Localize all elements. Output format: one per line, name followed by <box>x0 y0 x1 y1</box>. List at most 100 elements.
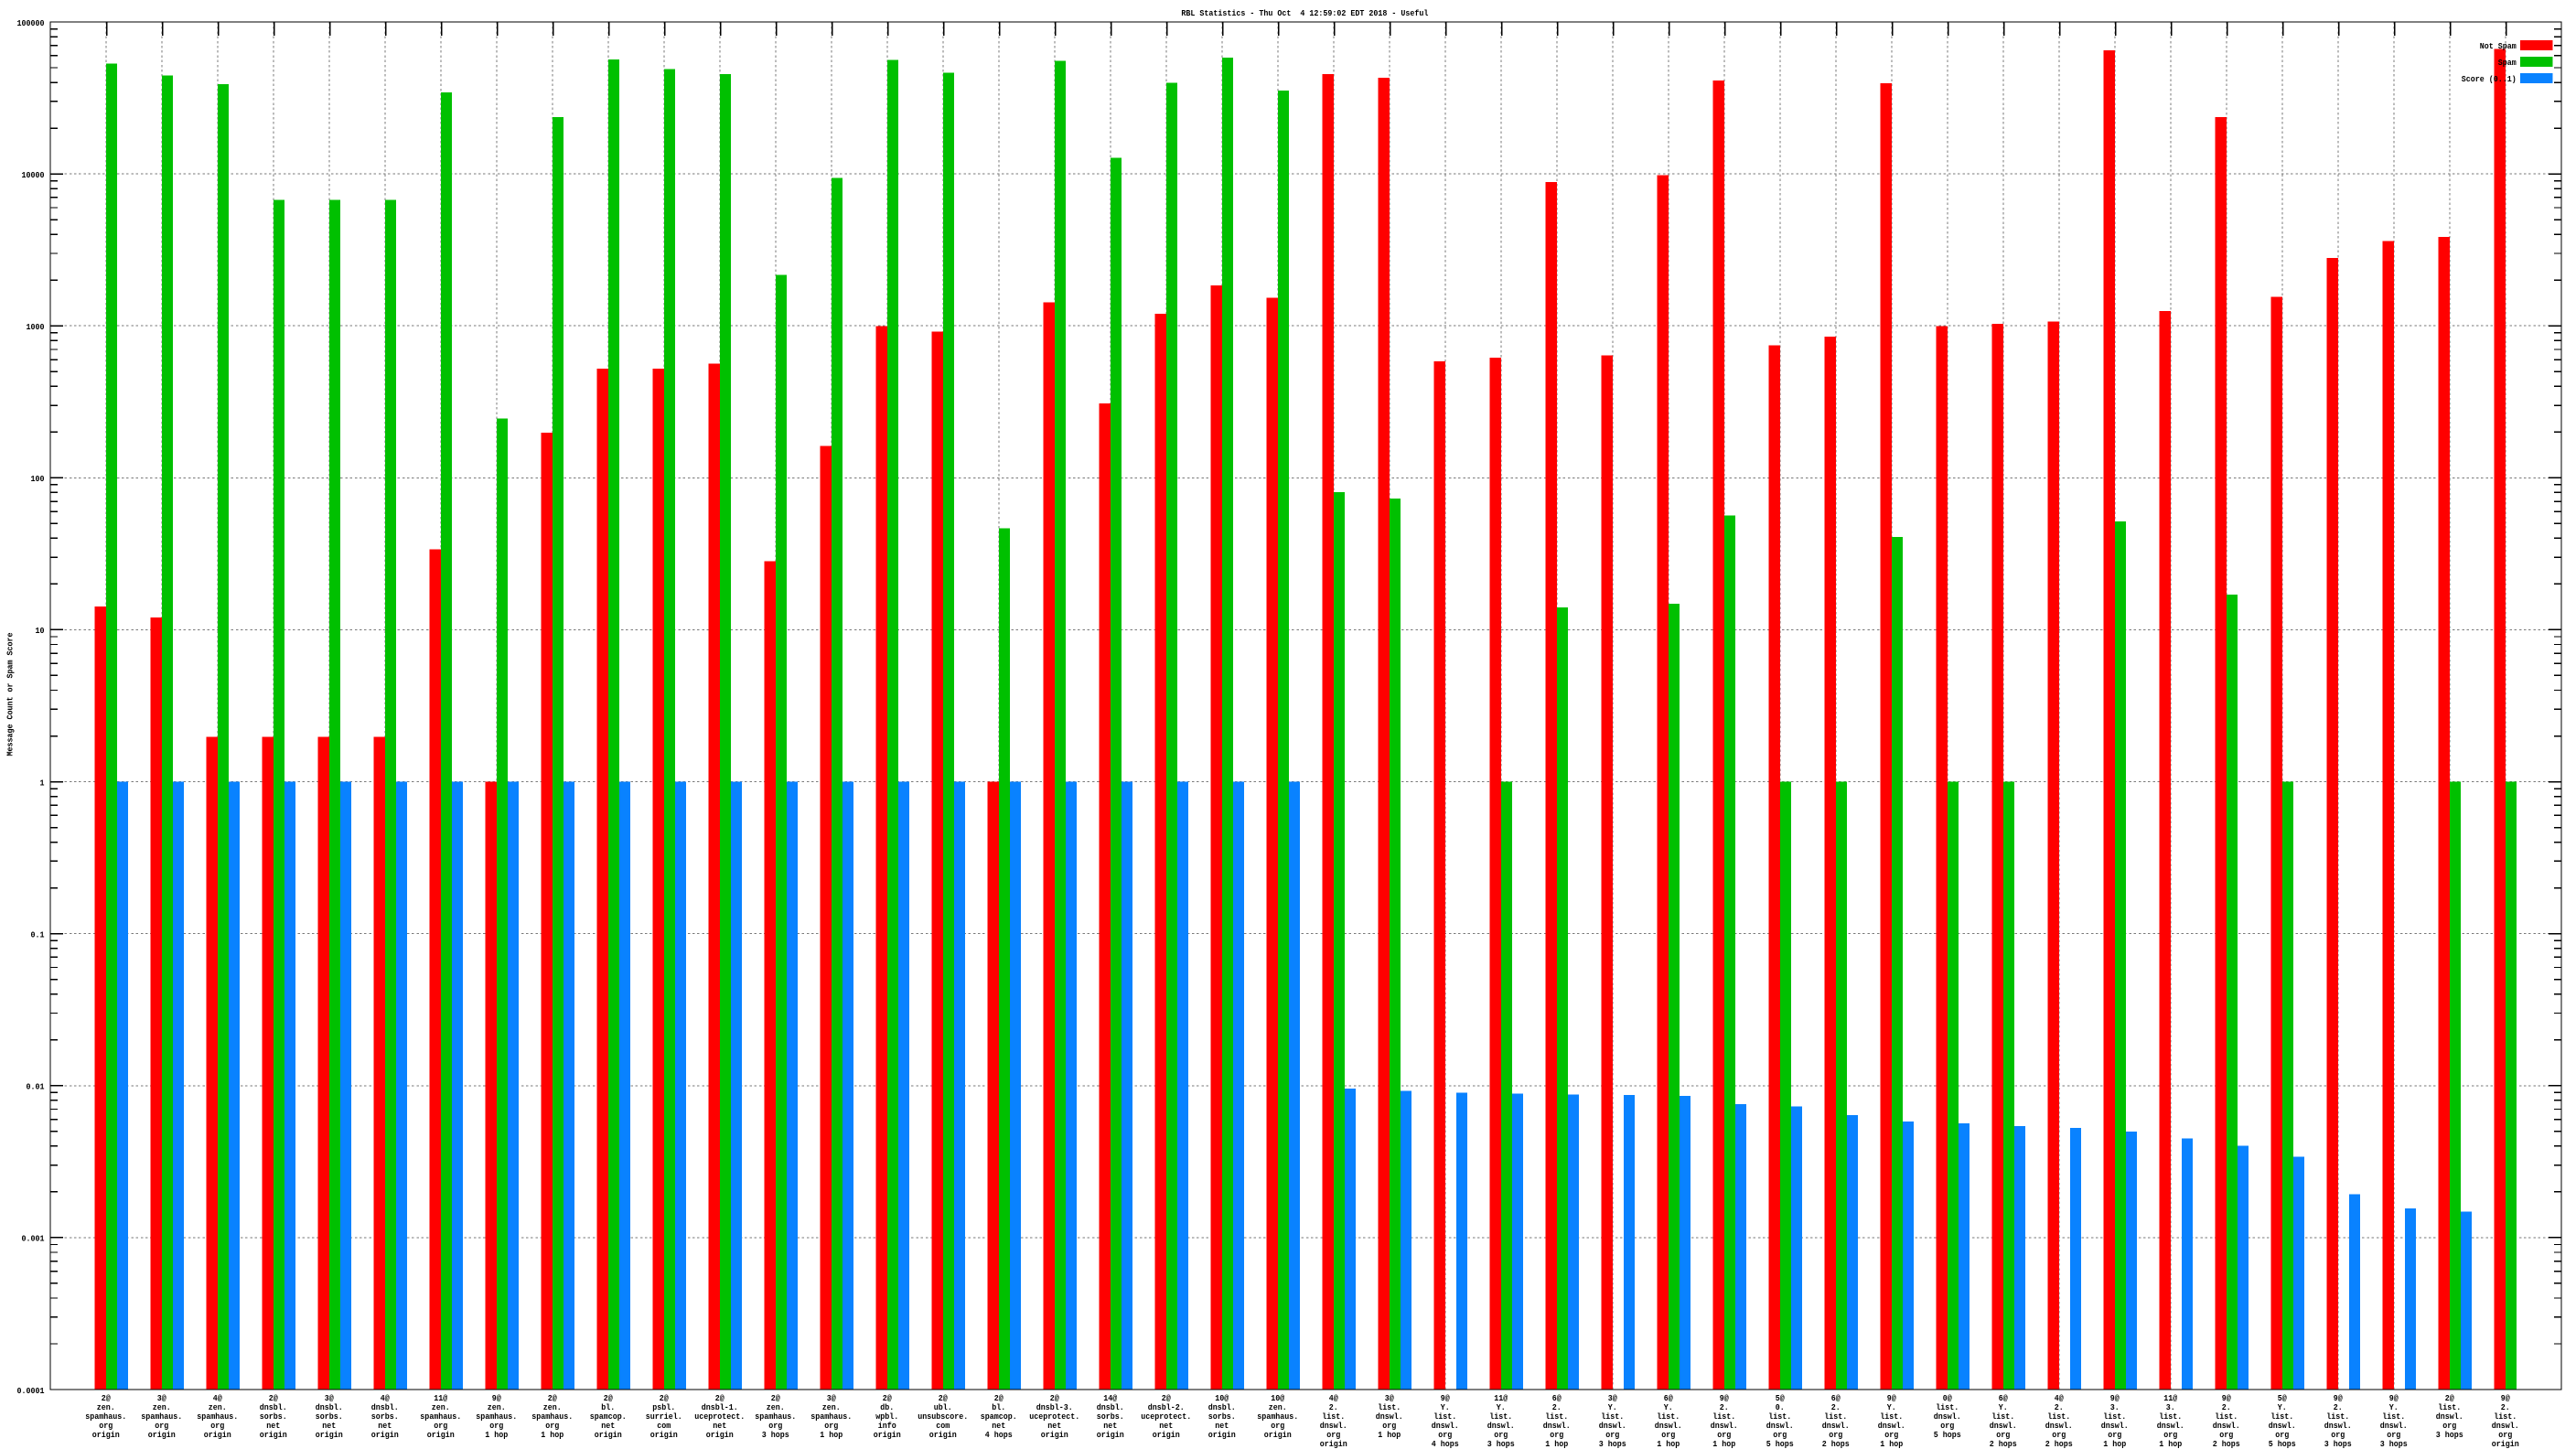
svg-text:14@: 14@ <box>1103 1393 1117 1403</box>
svg-text:2@: 2@ <box>269 1393 278 1403</box>
svg-text:spamhaus.: spamhaus. <box>531 1411 573 1422</box>
svg-text:1 hop: 1 hop <box>2159 1439 2182 1449</box>
svg-text:zen.: zen. <box>767 1402 785 1412</box>
svg-text:dnswl.: dnswl. <box>1543 1421 1571 1431</box>
svg-text:list.: list. <box>1712 1411 1735 1422</box>
svg-text:origin: origin <box>1320 1439 1347 1449</box>
svg-text:Y.: Y. <box>2278 1402 2287 1412</box>
svg-text:org: org <box>434 1421 447 1431</box>
svg-text:sorbs.: sorbs. <box>1097 1411 1124 1422</box>
svg-text:9@: 9@ <box>1720 1393 1729 1403</box>
svg-text:dnswl.: dnswl. <box>1934 1411 1961 1422</box>
svg-text:wpbl.: wpbl. <box>875 1411 898 1422</box>
svg-text:org: org <box>1884 1430 1898 1440</box>
svg-text:Y.: Y. <box>1664 1402 1673 1412</box>
svg-text:2.: 2. <box>2501 1402 2510 1412</box>
svg-text:origin: origin <box>1153 1430 1180 1440</box>
svg-text:dnsbl-2.: dnsbl-2. <box>1148 1402 1185 1412</box>
svg-text:100: 100 <box>31 474 45 484</box>
svg-text:9@: 9@ <box>492 1393 501 1403</box>
svg-text:org: org <box>99 1421 113 1431</box>
svg-text:spamhaus.: spamhaus. <box>141 1411 182 1422</box>
svg-text:9@: 9@ <box>2501 1393 2510 1403</box>
svg-text:dnswl.: dnswl. <box>2380 1421 2408 1431</box>
svg-text:dnsbl.: dnsbl. <box>1097 1402 1124 1412</box>
svg-text:surriel.: surriel. <box>646 1411 682 1422</box>
svg-text:RBL Statistics - Thu Oct 4 12: RBL Statistics - Thu Oct 4 12:59:02 EDT … <box>1181 8 1428 18</box>
svg-text:2@: 2@ <box>1050 1393 1059 1403</box>
svg-text:origin: origin <box>1208 1430 1236 1440</box>
svg-text:origin: origin <box>427 1430 455 1440</box>
svg-text:zen.: zen. <box>543 1402 562 1412</box>
svg-text:list.: list. <box>1601 1411 1624 1422</box>
svg-text:dnswl.: dnswl. <box>2045 1421 2073 1431</box>
svg-text:origin: origin <box>595 1430 622 1440</box>
svg-text:spamhaus.: spamhaus. <box>755 1411 796 1422</box>
svg-text:3 hops: 3 hops <box>1487 1439 1515 1449</box>
svg-text:3.: 3. <box>2110 1402 2120 1412</box>
svg-text:0.1: 0.1 <box>31 930 45 940</box>
svg-text:10@: 10@ <box>1271 1393 1284 1403</box>
svg-text:5 hops: 5 hops <box>1934 1430 1961 1440</box>
svg-text:4@: 4@ <box>213 1393 222 1403</box>
svg-text:list.: list. <box>2326 1411 2349 1422</box>
svg-text:list.: list. <box>1378 1402 1401 1412</box>
svg-text:spamhaus.: spamhaus. <box>476 1411 517 1422</box>
svg-text:net: net <box>1103 1421 1117 1431</box>
svg-text:origin: origin <box>1264 1430 1292 1440</box>
svg-text:org: org <box>1717 1430 1731 1440</box>
svg-text:dnswl.: dnswl. <box>1655 1421 1682 1431</box>
svg-text:3@: 3@ <box>827 1393 836 1403</box>
svg-text:sorbs.: sorbs. <box>371 1411 399 1422</box>
svg-text:org: org <box>2498 1430 2512 1440</box>
svg-text:org: org <box>1940 1421 1954 1431</box>
svg-text:net: net <box>992 1421 1005 1431</box>
svg-text:Y.: Y. <box>1999 1402 2008 1412</box>
svg-text:dnsbl.: dnsbl. <box>316 1402 343 1412</box>
svg-text:9@: 9@ <box>2222 1393 2231 1403</box>
svg-text:2.: 2. <box>1552 1402 1562 1412</box>
svg-text:origin: origin <box>204 1430 231 1440</box>
svg-text:dnsbl.: dnsbl. <box>260 1402 287 1412</box>
svg-text:org: org <box>2331 1430 2345 1440</box>
svg-text:origin: origin <box>929 1430 957 1440</box>
svg-text:4 hops: 4 hops <box>1432 1439 1459 1449</box>
svg-text:5@: 5@ <box>1776 1393 1785 1403</box>
svg-text:origin: origin <box>1041 1430 1068 1440</box>
svg-text:origin: origin <box>2492 1439 2519 1449</box>
svg-text:dnswl.: dnswl. <box>1432 1421 1459 1431</box>
svg-text:net: net <box>1159 1421 1173 1431</box>
svg-text:Y.: Y. <box>1887 1402 1896 1412</box>
svg-text:net: net <box>378 1421 392 1431</box>
svg-text:Not Spam: Not Spam <box>2480 41 2517 51</box>
svg-text:2@: 2@ <box>1162 1393 1171 1403</box>
svg-text:sorbs.: sorbs. <box>316 1411 343 1422</box>
svg-text:dnswl.: dnswl. <box>1599 1421 1626 1431</box>
svg-text:dnsbl-1.: dnsbl-1. <box>702 1402 738 1412</box>
svg-text:4@: 4@ <box>381 1393 390 1403</box>
svg-text:org: org <box>1438 1430 1452 1440</box>
svg-text:zen.: zen. <box>97 1402 115 1412</box>
svg-text:2@: 2@ <box>548 1393 557 1403</box>
svg-text:bl.: bl. <box>992 1402 1005 1412</box>
svg-text:2@: 2@ <box>771 1393 780 1403</box>
svg-text:Message Count or Spam Score: Message Count or Spam Score <box>5 632 16 756</box>
svg-text:org: org <box>1382 1421 1396 1431</box>
svg-text:1 hop: 1 hop <box>1880 1439 1903 1449</box>
svg-text:origin: origin <box>316 1430 343 1440</box>
svg-text:origin: origin <box>1097 1430 1124 1440</box>
svg-text:net: net <box>1215 1421 1229 1431</box>
svg-text:6@: 6@ <box>1831 1393 1841 1403</box>
svg-text:6@: 6@ <box>1999 1393 2008 1403</box>
svg-text:9@: 9@ <box>2334 1393 2343 1403</box>
svg-text:2@: 2@ <box>883 1393 892 1403</box>
svg-text:list.: list. <box>2382 1411 2405 1422</box>
svg-text:list.: list. <box>2438 1402 2461 1412</box>
svg-text:com: com <box>657 1421 671 1431</box>
svg-text:org: org <box>2387 1430 2400 1440</box>
svg-text:list.: list. <box>1489 1411 1512 1422</box>
svg-text:1 hop: 1 hop <box>541 1430 564 1440</box>
svg-text:list.: list. <box>1433 1411 1456 1422</box>
svg-text:Score (0..1): Score (0..1) <box>2462 74 2517 84</box>
svg-text:4@: 4@ <box>1329 1393 1338 1403</box>
